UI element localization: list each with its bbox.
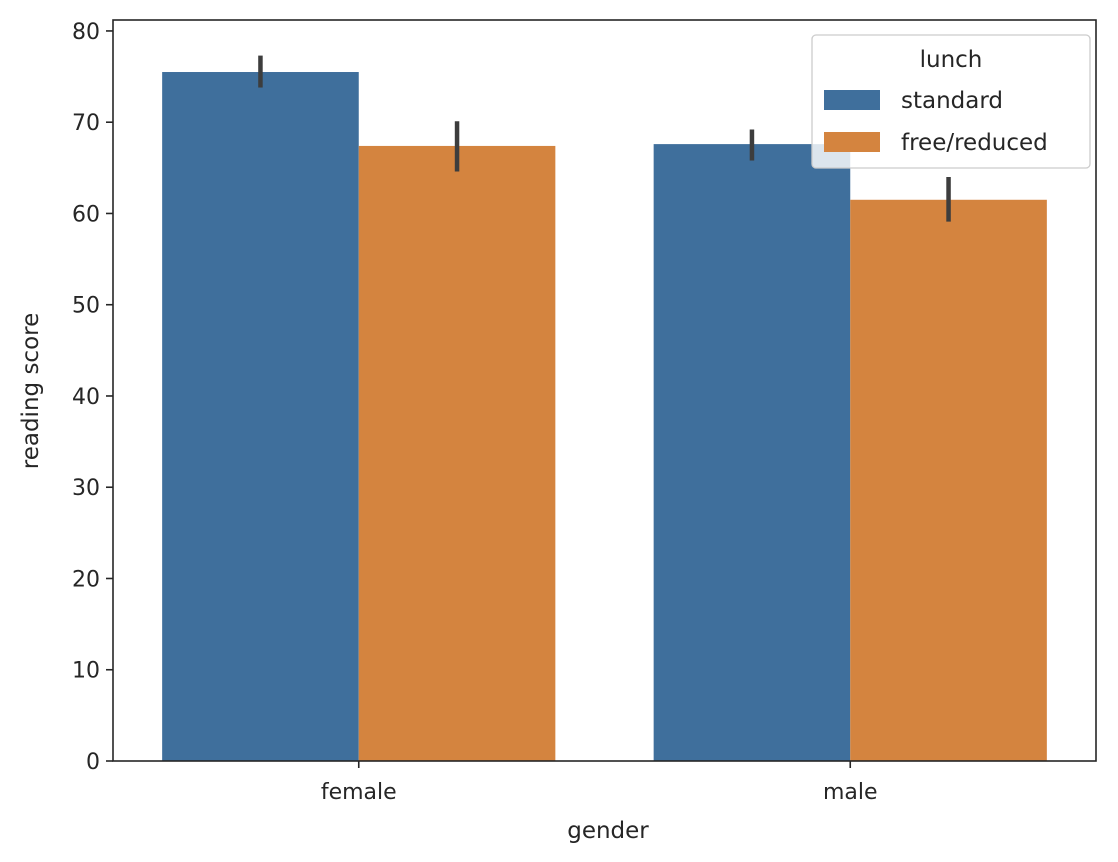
bar-female-free-reduced bbox=[358, 145, 556, 762]
bars-layer bbox=[162, 72, 1047, 762]
legend-label-standard: standard bbox=[901, 88, 1003, 114]
plot-area-frame bbox=[112, 19, 1097, 762]
y-tick-label: 10 bbox=[72, 659, 100, 684]
legend-swatch-standard bbox=[824, 90, 880, 110]
x-axis-label: gender bbox=[567, 818, 649, 844]
x-tick-label-male: male bbox=[823, 780, 878, 805]
y-axis-label: reading score bbox=[18, 313, 44, 469]
error-bars-layer bbox=[258, 55, 951, 222]
legend-box bbox=[811, 34, 1091, 169]
bar-female-standard bbox=[162, 72, 359, 762]
legend-swatch-free-reduced bbox=[824, 132, 880, 152]
bar-male-standard bbox=[653, 144, 851, 761]
x-axis: female male bbox=[321, 761, 878, 805]
y-tick-label: 60 bbox=[72, 202, 100, 227]
y-tick-label: 80 bbox=[72, 20, 100, 45]
y-tick-label: 20 bbox=[72, 567, 100, 592]
legend-label-free-reduced: free/reduced bbox=[901, 130, 1048, 156]
y-tick-label: 0 bbox=[86, 750, 100, 775]
bar-male-free-reduced bbox=[850, 199, 1047, 761]
y-tick-label: 40 bbox=[72, 385, 100, 410]
legend-title: lunch bbox=[920, 47, 983, 73]
y-tick-label: 70 bbox=[72, 111, 100, 136]
y-tick-label: 50 bbox=[72, 294, 100, 319]
y-tick-label: 30 bbox=[72, 476, 100, 501]
y-axis: 0 10 20 30 40 50 60 70 80 bbox=[72, 20, 113, 775]
legend: lunch standard free/reduced bbox=[811, 34, 1091, 169]
x-tick-label-female: female bbox=[321, 780, 397, 805]
